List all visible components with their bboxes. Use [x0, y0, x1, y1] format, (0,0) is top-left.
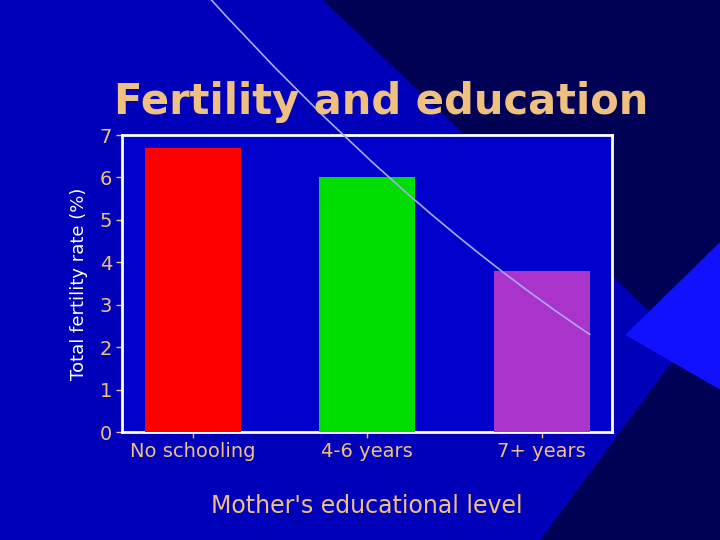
Y-axis label: Total fertility rate (%): Total fertility rate (%): [71, 187, 89, 380]
Text: Fertility and education: Fertility and education: [114, 81, 649, 123]
Bar: [319, 178, 415, 432]
Bar: [494, 271, 590, 432]
Text: Mother's educational level: Mother's educational level: [212, 495, 523, 518]
Bar: [145, 148, 240, 432]
